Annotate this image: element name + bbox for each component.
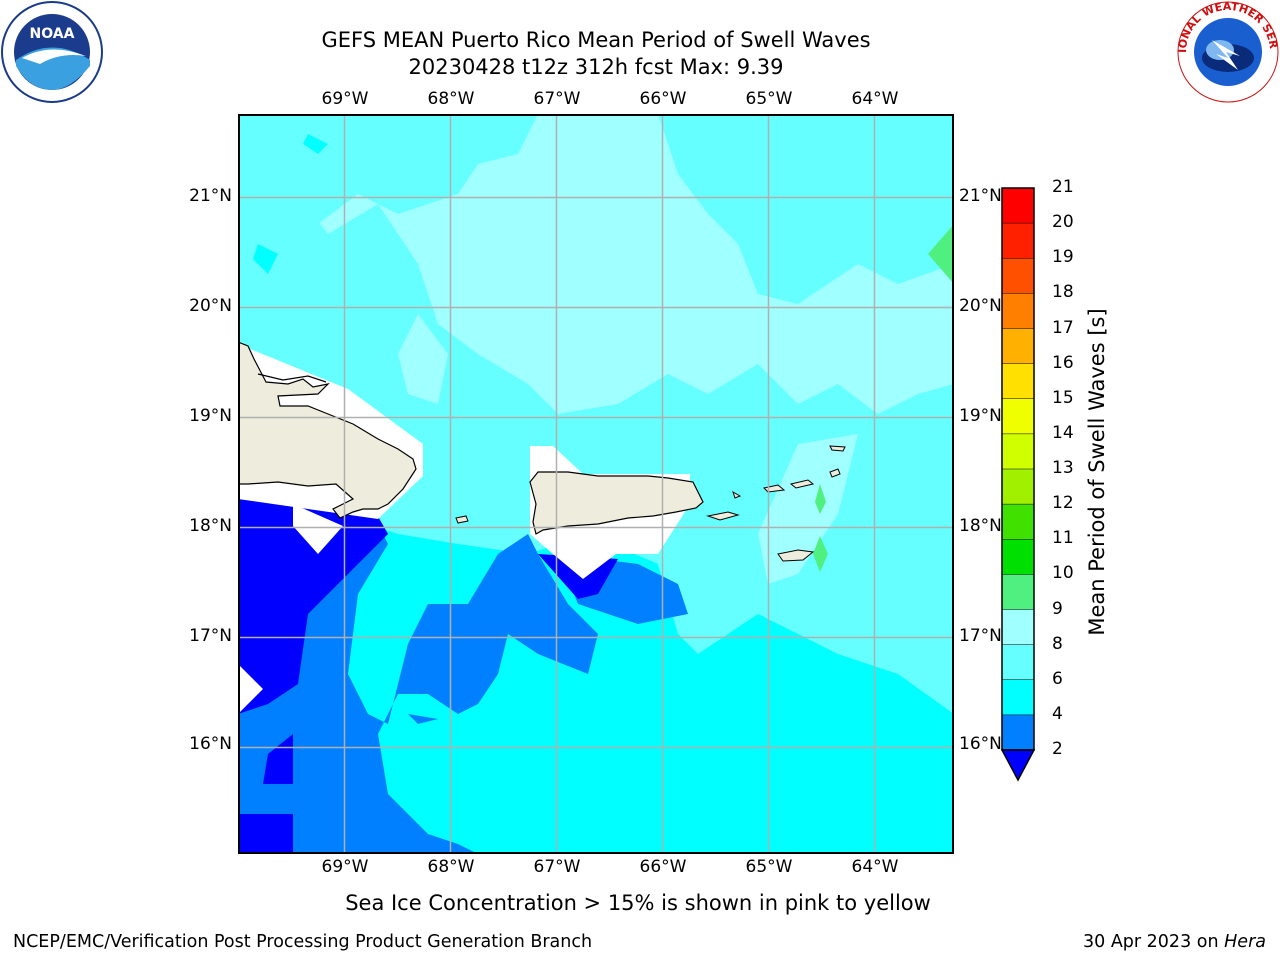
- lat-tick-left: 21°N: [189, 186, 232, 206]
- lon-tick-top: 69°W: [321, 89, 369, 109]
- colorbar-swatch: [1002, 679, 1034, 715]
- colorbar-tick-label: 17: [1052, 317, 1074, 338]
- colorbar-tick-label: 8: [1052, 633, 1063, 654]
- lon-tick-top: 67°W: [533, 89, 581, 109]
- swell-field-8-9: [398, 314, 448, 404]
- colorbar-tick-label: 9: [1052, 598, 1063, 619]
- colorbar-tick-label: 15: [1052, 387, 1074, 408]
- colorbar-swatch: [1002, 223, 1034, 259]
- colorbar-tick-label: 18: [1052, 282, 1074, 303]
- swell-field-6-8: [658, 114, 954, 304]
- colorbar-tick-label: 11: [1052, 528, 1074, 549]
- swell-field-4-6: [253, 244, 278, 274]
- colorbar-tick-label: 12: [1052, 493, 1074, 514]
- colorbar-swatch: [1002, 504, 1034, 540]
- lon-tick-bottom: 68°W: [427, 857, 475, 877]
- hispaniola-land: [238, 341, 417, 519]
- run-date: 30 Apr 2023 on: [1083, 932, 1225, 952]
- lat-tick-left: 19°N: [189, 406, 232, 426]
- swell-field-lt2: [238, 814, 293, 854]
- lat-tick-right: 17°N: [959, 626, 1002, 646]
- colorbar-swatch: [1002, 328, 1034, 364]
- map-border: [238, 114, 954, 854]
- colorbar-swatch: [1002, 188, 1034, 224]
- lat-tick-left: 20°N: [189, 296, 232, 316]
- colorbar-tick-label: 2: [1052, 739, 1063, 759]
- swell-field-4-6: [238, 514, 954, 854]
- lon-tick-bottom: 65°W: [745, 857, 793, 877]
- lat-tick-right: 18°N: [959, 516, 1002, 536]
- swell-field-lt2: [238, 499, 388, 714]
- colorbar-swatch: [1002, 398, 1034, 434]
- map-plot: [238, 114, 954, 854]
- colorbar-swatch: [1002, 609, 1034, 645]
- hispaniola-north-coast: [257, 373, 327, 383]
- lon-tick-top: 68°W: [427, 89, 475, 109]
- colorbar-tick-label: 13: [1052, 458, 1074, 478]
- puerto-rico-land: [529, 471, 704, 535]
- lat-tick-right: 19°N: [959, 406, 1002, 426]
- vieques-island: [706, 511, 740, 521]
- colorbar-border: [1001, 187, 1035, 751]
- lon-tick-top: 66°W: [639, 89, 687, 109]
- virgin-islands: [789, 479, 815, 489]
- colorbar-swatch: [1002, 293, 1034, 329]
- colorbar-tick-label: 4: [1052, 703, 1063, 724]
- swell-field-9-10: [928, 224, 954, 284]
- coastal-mask: [293, 504, 343, 554]
- swell-field-2-4: [408, 714, 438, 724]
- colorbar-swatch: [1002, 574, 1034, 610]
- virgin-islands: [829, 468, 841, 478]
- lon-tick-bottom: 66°W: [639, 857, 687, 877]
- colorbar-tick-label: 6: [1052, 668, 1063, 689]
- colorbar-tick-label: 14: [1052, 422, 1074, 443]
- colorbar-tick-label: 20: [1052, 212, 1074, 233]
- colorbar-swatch: [1002, 539, 1034, 575]
- swell-field-4-6: [303, 134, 328, 154]
- colorbar-tick-label: 16: [1052, 352, 1074, 373]
- nws-logo: NATIONAL WEATHER SERVICE: [1176, 0, 1280, 103]
- colorbar-tick-label: 10: [1052, 563, 1074, 584]
- colorbar-tick-label: 21: [1052, 177, 1074, 197]
- lat-tick-left: 16°N: [189, 734, 232, 754]
- lon-tick-top: 65°W: [745, 89, 793, 109]
- lon-tick-bottom: 67°W: [533, 857, 581, 877]
- lon-tick-bottom: 64°W: [851, 857, 899, 877]
- culebra-island: [732, 490, 742, 499]
- colorbar-swatch: [1002, 258, 1034, 294]
- lat-tick-right: 16°N: [959, 734, 1002, 754]
- noaa-logo-text: NOAA: [30, 26, 75, 42]
- lat-tick-right: 20°N: [959, 296, 1002, 316]
- map-title: GEFS MEAN Puerto Rico Mean Period of Swe…: [321, 28, 871, 52]
- colorbar-swatch: [1002, 433, 1034, 469]
- swell-field-9-10: [813, 536, 828, 572]
- colorbar: [1000, 187, 1036, 782]
- colorbar-tick-label: 19: [1052, 247, 1074, 268]
- graticule: [238, 114, 954, 854]
- sea-ice-note: Sea Ice Concentration > 15% is shown in …: [345, 891, 931, 915]
- swell-field-9-10: [815, 484, 826, 514]
- lon-tick-top: 64°W: [851, 89, 899, 109]
- lat-tick-left: 17°N: [189, 626, 232, 646]
- colorbar-swatch: [1002, 644, 1034, 680]
- lon-tick-bottom: 69°W: [321, 857, 369, 877]
- st-croix-island: [777, 549, 815, 562]
- colorbar-swatch: [1002, 469, 1034, 505]
- lat-tick-right: 21°N: [959, 186, 1002, 206]
- noaa-logo: NOAA: [1, 1, 103, 103]
- forecast-subtitle: 20230428 t12z 312h fcst Max: 9.39: [408, 55, 784, 79]
- coastal-mask: [238, 664, 263, 714]
- host-name: Hera: [1224, 932, 1266, 952]
- colorbar-swatch: [1002, 363, 1034, 399]
- swell-field-lt2: [263, 734, 293, 784]
- branch-credit: NCEP/EMC/Verification Post Processing Pr…: [13, 932, 593, 952]
- date-host: 30 Apr 2023 on Hera: [1083, 932, 1266, 952]
- lat-tick-left: 18°N: [189, 516, 232, 536]
- colorbar-label: Mean Period of Swell Waves [s]: [1085, 308, 1109, 636]
- colorbar-extend-arrow: [1000, 749, 1036, 782]
- virgin-islands: [829, 445, 846, 452]
- mona-island: [455, 515, 469, 524]
- colorbar-swatch: [1002, 714, 1034, 750]
